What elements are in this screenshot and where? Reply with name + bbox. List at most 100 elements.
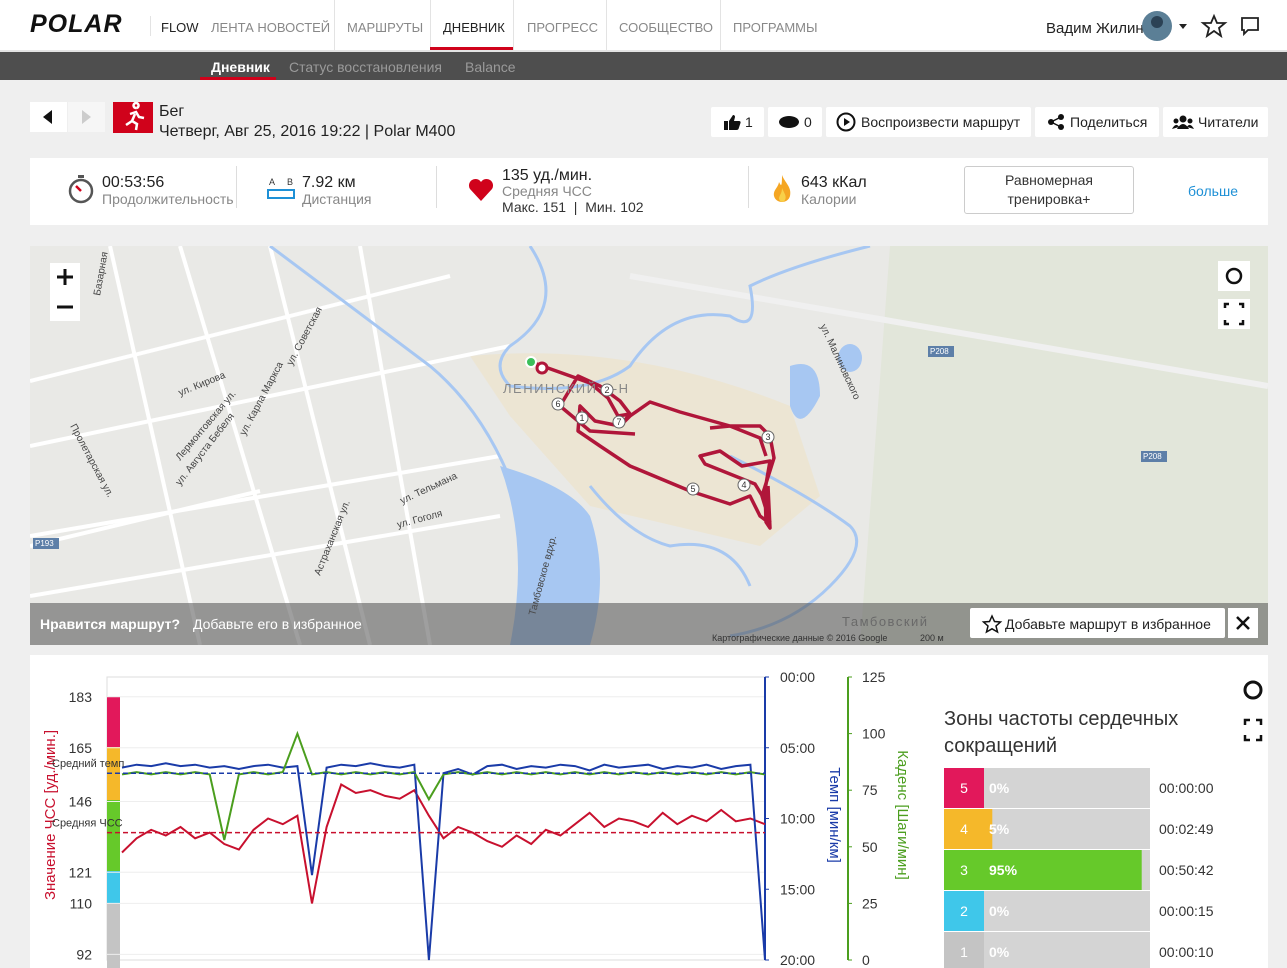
replay-button[interactable]: Воспроизвести маршрут — [826, 107, 1031, 137]
thumb-icon — [724, 115, 741, 130]
nav-item[interactable]: ПРОГРЕСС — [527, 20, 598, 35]
logo[interactable]: POLAR — [30, 10, 123, 38]
subnav-item-active[interactable]: Дневник — [211, 59, 270, 75]
route-path — [530, 360, 776, 530]
zone-time: 00:00:10 — [1159, 944, 1214, 960]
readers-icon — [1172, 115, 1194, 129]
zone-track — [984, 768, 1150, 808]
comment-button[interactable]: 0 — [768, 107, 822, 137]
chart-fullscreen[interactable] — [1243, 718, 1263, 742]
zone-percent: 0% — [989, 944, 1010, 960]
duration-value: 00:53:56 — [102, 174, 165, 191]
dropdown-caret[interactable] — [1179, 24, 1187, 29]
user-icons — [1142, 11, 1259, 41]
stopwatch-icon — [68, 175, 94, 204]
lake — [790, 364, 820, 419]
y2-tick-label: 20:00 — [780, 952, 815, 968]
training-benefit[interactable]: Равномерная тренировка+ — [964, 166, 1134, 214]
calories-value: 643 кКал — [801, 174, 867, 191]
road-shield — [33, 538, 59, 549]
hr-range: Макс. 151 | Мин. 102 — [502, 199, 644, 215]
calories-label: Калории — [801, 191, 857, 207]
plot-frame — [106, 676, 766, 961]
average-label: Средняя ЧСС — [52, 818, 123, 830]
zone-color — [944, 932, 984, 968]
zone-percent: 95% — [989, 862, 1018, 878]
locate-button[interactable] — [1218, 261, 1250, 291]
runner-glyph — [125, 102, 145, 131]
zones-title-line: сокращений — [944, 735, 1057, 757]
nav-item[interactable]: FLOW — [161, 20, 199, 35]
y-tick-label: 92 — [76, 946, 92, 962]
axis-title: Каденс [Шаги/мин] — [894, 750, 911, 880]
nav-item[interactable]: ЛЕНТА НОВОСТЕЙ — [211, 20, 331, 35]
star-icon[interactable] — [1200, 13, 1228, 39]
y-tick-label: 121 — [69, 864, 93, 880]
y3-tick-label: 50 — [862, 839, 878, 855]
more-link[interactable]: больше — [1188, 183, 1238, 199]
flame-icon — [773, 175, 791, 202]
duration-label: Продолжительность — [102, 191, 234, 207]
zone-percent: 5% — [989, 821, 1010, 837]
active-underline — [430, 47, 513, 50]
reservoir — [500, 466, 600, 645]
separator — [513, 0, 514, 50]
zones-title-line: Зоны частоты сердечных — [944, 708, 1178, 730]
y2-tick-label: 10:00 — [780, 811, 815, 827]
favorite-button[interactable] — [970, 608, 1225, 638]
zone-percent: 0% — [989, 903, 1010, 919]
zone-color — [944, 768, 984, 808]
route-marker — [575, 411, 589, 425]
separator — [606, 0, 607, 50]
average-label: Средний темп — [52, 758, 124, 770]
fullscreen-button[interactable] — [1218, 299, 1250, 329]
series-line — [121, 783, 766, 904]
route-start — [525, 356, 537, 368]
route-marker — [686, 482, 700, 496]
route-marker — [737, 478, 751, 492]
chart-settings[interactable] — [1243, 680, 1263, 700]
readers-button[interactable]: Читатели — [1163, 107, 1268, 137]
nav-item[interactable]: СООБЩЕСТВО — [619, 20, 713, 35]
zone-number: 2 — [960, 903, 968, 919]
svg-text:B: B — [287, 177, 293, 187]
nav-item-active[interactable]: ДНЕВНИК — [443, 20, 505, 35]
replay-label: Воспроизвести маршрут — [861, 114, 1021, 130]
zone-color — [944, 850, 984, 890]
user-name[interactable]: Вадим Жилин — [1046, 20, 1144, 37]
nav-item[interactable]: ПРОГРАММЫ — [733, 20, 818, 35]
map-scale: 200 м — [920, 633, 944, 643]
subnav-item[interactable]: Статус восстановления — [289, 59, 442, 75]
like-count: 1 — [745, 114, 753, 130]
distance-value: 7.92 км — [302, 174, 356, 191]
zone-number: 4 — [960, 821, 968, 837]
zone-strip — [107, 903, 120, 968]
zone-time: 00:00:15 — [1159, 903, 1214, 919]
workout-datetime: Четверг, Авг 25, 2016 19:22 | Polar M400 — [159, 123, 456, 140]
separator — [436, 166, 437, 208]
hr-min: Мин. 102 — [585, 199, 644, 215]
hr-pace-cadence-chart: 183 165 146 121 110 92 00:00 05:00 10:00 15:00 20:… — [42, 669, 1263, 968]
banner-text: Добавьте его в избранное — [193, 616, 362, 632]
series-line — [121, 730, 766, 841]
share-button[interactable]: Поделиться — [1035, 107, 1159, 137]
zones-title: Зоны частоты сердечных сокращений — [944, 708, 1178, 757]
banner-question: Нравится маршрут? — [40, 616, 180, 632]
route-marker — [551, 397, 565, 411]
zone-strip — [107, 800, 120, 871]
prev-arrow — [43, 110, 52, 124]
chat-icon[interactable] — [1241, 17, 1259, 37]
zoom-in[interactable] — [57, 269, 73, 285]
like-button[interactable]: 1 — [711, 107, 764, 137]
y2-tick-label: 00:00 — [780, 669, 815, 685]
subnav-item[interactable]: Balance — [465, 59, 516, 75]
zone-track — [984, 809, 1150, 849]
separator — [748, 166, 749, 208]
comment-count: 0 — [804, 114, 812, 130]
nav-item[interactable]: МАРШРУТЫ — [347, 20, 424, 35]
header-icons — [30, 102, 153, 133]
fullscreen-icon — [1223, 302, 1245, 326]
route-marker-label: 4 — [741, 480, 746, 490]
